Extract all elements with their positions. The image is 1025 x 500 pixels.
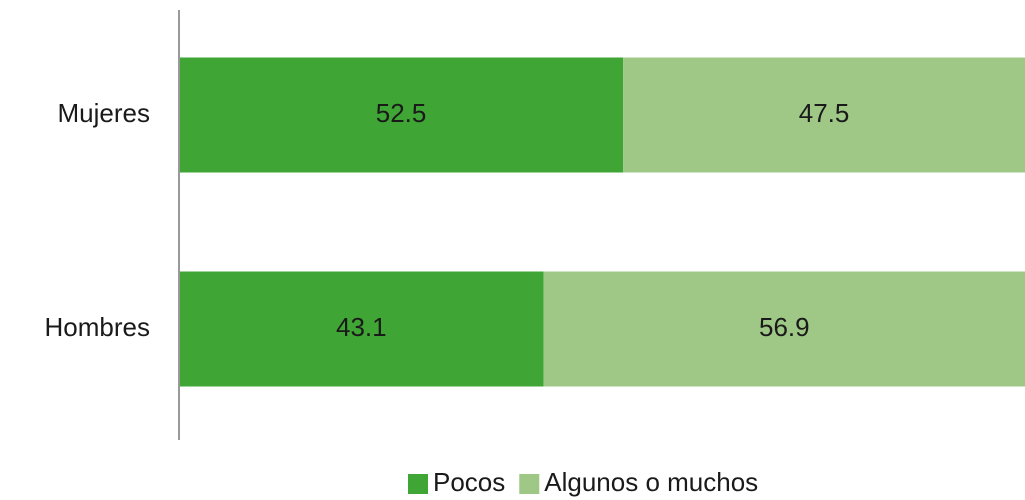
data-label: 43.1 <box>336 312 387 342</box>
data-label: 56.9 <box>759 312 810 342</box>
data-label: 52.5 <box>376 98 427 128</box>
bar-segment <box>543 271 1025 387</box>
bar-segment <box>179 57 624 173</box>
bar-segment <box>623 57 1025 173</box>
y-tick-label: Mujeres <box>58 98 150 128</box>
legend-swatch <box>519 474 540 494</box>
y-tick-label: Hombres <box>45 312 150 342</box>
legend-label: Pocos <box>433 467 505 497</box>
data-label: 47.5 <box>799 98 850 128</box>
legend-label: Algunos o muchos <box>544 467 758 497</box>
legend-swatch <box>408 474 428 494</box>
bar-segment <box>179 271 544 387</box>
